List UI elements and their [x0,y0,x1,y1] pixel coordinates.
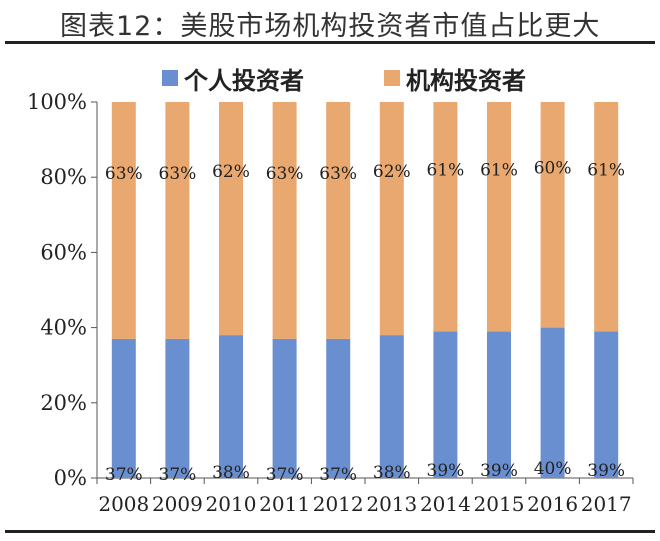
x-tick-label: 2017 [581,492,632,516]
data-label-institutional: 63% [319,164,357,184]
data-label-institutional: 63% [159,164,197,184]
bar-individual [272,338,297,478]
bar-institutional [433,102,458,332]
data-label-institutional: 61% [427,160,465,180]
data-label-institutional: 61% [587,160,625,180]
bar-institutional [165,102,190,339]
bar-individual [111,338,136,478]
y-tick-label: 40% [40,316,87,340]
data-label-individual: 37% [319,465,357,485]
data-label-institutional: 62% [373,162,411,182]
bar-institutional [379,102,404,336]
bar-institutional [272,102,297,339]
bar-individual [433,331,458,478]
data-label-institutional: 60% [534,158,572,178]
x-tick-label: 2013 [366,492,417,516]
x-tick-label: 2010 [206,492,257,516]
data-label-individual: 38% [373,463,411,483]
legend: 个人投资者 机构投资者 [0,60,660,96]
legend-swatch-individual [162,70,178,86]
x-tick-label: 2009 [152,492,203,516]
bar-individual [219,335,243,478]
bar-institutional [219,102,243,336]
y-tick-label: 20% [40,391,87,415]
y-tick-label: 80% [40,165,87,189]
data-label-institutional: 63% [266,164,304,184]
legend-swatch-institutional [384,70,400,86]
x-tick-label: 2011 [259,492,310,516]
data-label-institutional: 63% [105,164,143,184]
data-label-individual: 40% [534,459,572,479]
data-label-individual: 39% [480,461,518,481]
bar-institutional [487,102,511,332]
x-tick-label: 2008 [98,492,149,516]
data-label-institutional: 62% [212,162,250,182]
bar-institutional [326,102,351,339]
legend-label-individual: 个人投资者 [184,66,304,95]
bar-institutional [111,102,136,339]
bar-individual [379,335,404,478]
bar-individual [165,338,190,478]
bottom-rule [5,530,655,533]
y-tick-label: 0% [54,466,87,490]
bar-individual [540,327,565,478]
x-tick-label: 2014 [420,492,471,516]
data-label-institutional: 61% [480,160,518,180]
x-tick-label: 2016 [527,492,578,516]
data-label-individual: 39% [587,461,625,481]
top-rule [5,41,655,44]
data-label-individual: 37% [105,465,143,485]
y-tick-label: 100% [27,90,87,114]
title-bar: 图表12：美股市场机构投资者市值占比更大 [0,0,660,44]
bar-institutional [540,102,565,328]
legend-item-individual: 个人投资者 [162,60,304,96]
bar-individual [594,331,619,478]
y-tick-label: 60% [40,240,87,264]
data-label-individual: 37% [266,465,304,485]
data-label-individual: 39% [427,461,465,481]
chart-title: 图表12：美股市场机构投资者市值占比更大 [60,11,601,42]
x-tick-label: 2015 [474,492,525,516]
bar-institutional [594,102,619,332]
x-tick-label: 2012 [313,492,364,516]
data-label-individual: 38% [212,463,250,483]
legend-label-institutional: 机构投资者 [406,66,526,95]
bar-individual [487,331,511,478]
legend-item-institutional: 机构投资者 [384,60,526,96]
bar-individual [326,338,351,478]
data-label-individual: 37% [159,465,197,485]
